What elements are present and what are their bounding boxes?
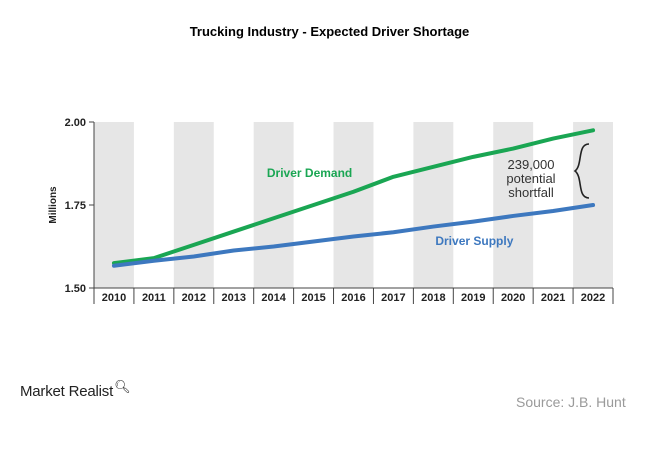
driver-demand-line [111, 128, 596, 266]
driver-demand-label: Driver Demand [267, 166, 352, 180]
annotation-line: 239,000 [508, 157, 555, 172]
magnifier-icon: 🔍︎ [114, 379, 131, 394]
shade-column [253, 122, 294, 288]
x-tick-label: 2022 [581, 292, 605, 304]
shortfall-brace [573, 143, 590, 199]
x-tick-label: 2017 [381, 292, 405, 304]
driver-supply-line [111, 203, 596, 268]
series-lines [111, 128, 596, 268]
annotation-line: shortfall [508, 185, 554, 200]
shade-column [333, 122, 374, 288]
shade-column [173, 122, 214, 288]
axes [89, 121, 614, 304]
chart-title: Trucking Industry - Expected Driver Shor… [189, 24, 470, 39]
source-note: Source: J.B. Hunt [516, 394, 626, 410]
x-tick-label: 2016 [341, 292, 365, 304]
y-tick-label: 2.00 [65, 117, 86, 129]
x-tick-label: 2019 [461, 292, 485, 304]
series-labels: Driver Demand Driver Supply [267, 166, 514, 248]
x-tick-label: 2015 [301, 292, 325, 304]
x-tick-label: 2013 [221, 292, 245, 304]
brand-name: Market Realist [20, 383, 114, 400]
x-tick-label: 2018 [421, 292, 445, 304]
column-shading [94, 122, 613, 288]
x-tick-label: 2021 [541, 292, 565, 304]
x-tick-label: 2011 [142, 292, 166, 304]
y-axis-label: Millions [48, 186, 59, 224]
y-tick-label: 1.50 [65, 283, 86, 295]
tick-labels: 2010 2011 2012 2013 2014 2015 2016 2017 2018 2019… [48, 117, 605, 304]
x-tick-label: 2014 [261, 292, 286, 304]
x-tick-label: 2012 [182, 292, 206, 304]
annotation-line: potential [506, 171, 555, 186]
y-tick-label: 1.75 [65, 200, 86, 212]
brand-logo: Market Realist🔍︎ [20, 379, 131, 400]
x-tick-label: 2010 [102, 292, 126, 304]
x-tick-label: 2020 [501, 292, 525, 304]
driver-supply-label: Driver Supply [435, 234, 513, 248]
shade-column [413, 122, 454, 288]
